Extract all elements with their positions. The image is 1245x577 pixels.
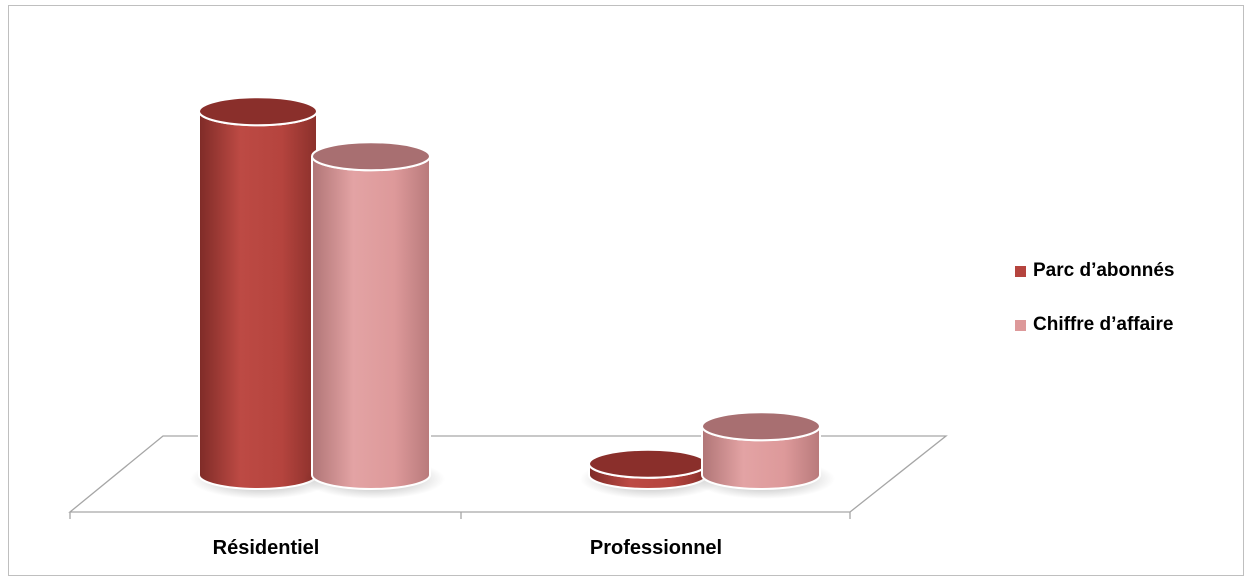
bar-top bbox=[311, 141, 431, 172]
bar-parc-1 bbox=[580, 448, 722, 499]
bar-top bbox=[198, 96, 318, 127]
bar-body bbox=[311, 156, 431, 490]
bars-layer bbox=[190, 96, 835, 499]
bar-chiffre-0 bbox=[303, 141, 445, 499]
legend-swatch-parc bbox=[1015, 265, 1026, 277]
legend: Parc d’abonnés Chiffre d’affaire bbox=[1015, 258, 1175, 366]
bar-top bbox=[701, 411, 821, 442]
x-tick-label-residentiel: Résidentiel bbox=[213, 537, 320, 559]
bar-top bbox=[588, 448, 708, 479]
bar-body bbox=[198, 111, 318, 490]
legend-item-chiffre: Chiffre d’affaire bbox=[1015, 312, 1175, 338]
x-tick-label-professionnel: Professionnel bbox=[590, 537, 722, 559]
legend-swatch-chiffre bbox=[1015, 319, 1026, 331]
legend-label-parc: Parc d’abonnés bbox=[1033, 260, 1175, 281]
legend-item-parc: Parc d’abonnés bbox=[1015, 258, 1175, 284]
legend-label-chiffre: Chiffre d’affaire bbox=[1033, 314, 1174, 335]
bar-chiffre-1 bbox=[693, 411, 835, 499]
bar-parc-0 bbox=[190, 96, 332, 499]
